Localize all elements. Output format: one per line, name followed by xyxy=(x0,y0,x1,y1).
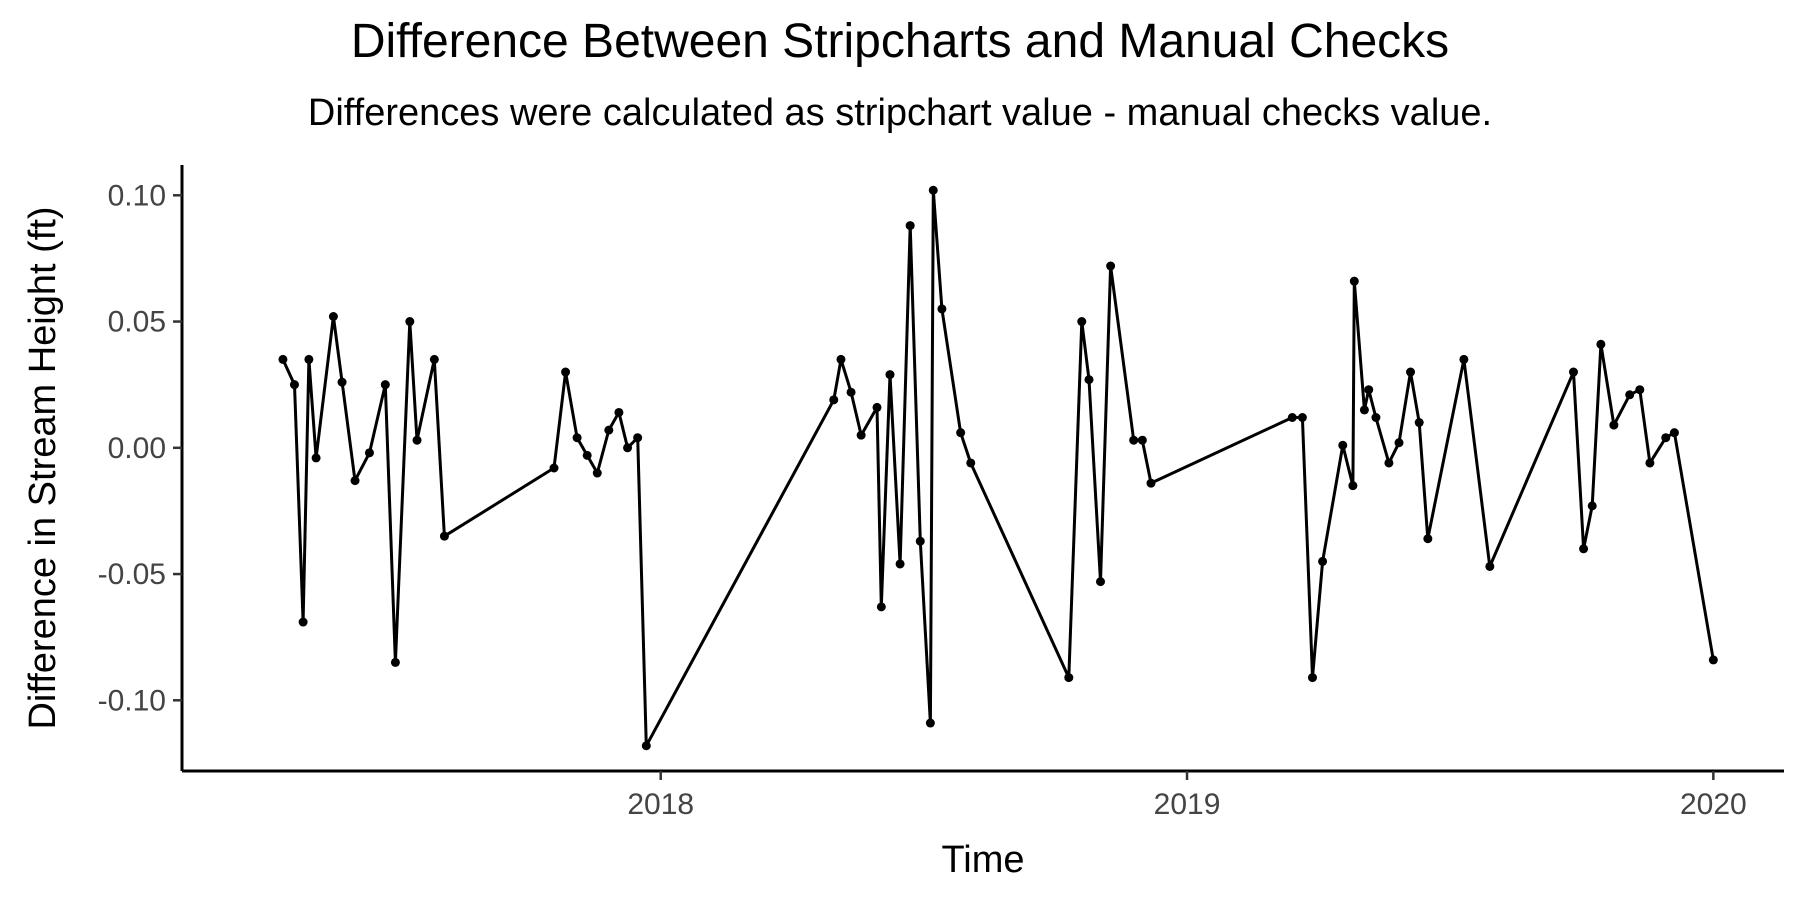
data-point xyxy=(1129,435,1139,445)
data-point xyxy=(1394,438,1404,448)
x-tick-label: 2020 xyxy=(1680,788,1747,821)
data-point xyxy=(1423,534,1433,544)
data-point xyxy=(937,304,947,314)
data-point xyxy=(1084,375,1094,385)
data-point xyxy=(278,354,288,364)
data-point xyxy=(829,395,839,405)
data-point xyxy=(1077,317,1087,327)
data-point xyxy=(439,531,449,541)
data-point xyxy=(905,221,915,231)
data-point xyxy=(298,617,308,627)
data-point xyxy=(572,433,582,443)
data-point xyxy=(1318,556,1328,566)
data-point xyxy=(614,407,624,417)
data-point xyxy=(1596,339,1606,349)
data-point xyxy=(380,380,390,390)
data-point xyxy=(885,370,895,380)
data-point xyxy=(1064,673,1074,683)
y-tick-label: 0.00 xyxy=(108,432,166,465)
data-point xyxy=(405,317,415,327)
data-point xyxy=(872,402,882,412)
data-point xyxy=(1371,413,1381,422)
data-point xyxy=(429,354,439,364)
data-point xyxy=(350,476,360,486)
data-point xyxy=(1568,367,1578,377)
data-point xyxy=(1609,420,1619,430)
y-tick-label: -0.10 xyxy=(98,684,166,717)
data-point xyxy=(1384,458,1394,468)
data-point xyxy=(1349,276,1359,286)
data-point xyxy=(1348,481,1358,491)
data-point xyxy=(304,354,314,364)
data-point xyxy=(582,450,592,460)
y-tick-label: 0.10 xyxy=(108,179,166,212)
x-axis: 2018 2019 2020 xyxy=(627,771,1747,821)
data-point xyxy=(1359,405,1369,415)
data-point xyxy=(1414,418,1424,428)
data-point xyxy=(876,602,886,612)
data-point xyxy=(1645,458,1655,468)
chart-subtitle: Differences were calculated as stripchar… xyxy=(307,92,1493,134)
data-point xyxy=(925,718,935,728)
data-point xyxy=(1459,354,1469,364)
data-point xyxy=(1137,435,1147,445)
y-tick-label: -0.05 xyxy=(98,558,166,591)
series-line xyxy=(281,188,1715,748)
data-point xyxy=(641,741,651,751)
data-point xyxy=(1635,385,1645,395)
data-point xyxy=(1338,440,1348,450)
data-point xyxy=(1587,501,1597,511)
data-point xyxy=(1146,478,1156,488)
data-point xyxy=(956,428,966,438)
data-point xyxy=(966,458,976,468)
y-axis: -0.10 -0.05 0.00 0.05 0.10 xyxy=(98,179,182,717)
x-axis-title: Time xyxy=(941,839,1024,881)
data-point xyxy=(895,559,905,569)
data-point xyxy=(836,354,846,364)
chart-title: Difference Between Stripcharts and Manua… xyxy=(350,15,1450,68)
data-point xyxy=(337,377,347,387)
data-point xyxy=(1287,413,1297,422)
data-point xyxy=(390,657,400,667)
data-point xyxy=(1297,413,1307,422)
x-tick-label: 2018 xyxy=(627,788,694,821)
data-point xyxy=(633,433,643,443)
data-point xyxy=(1661,433,1671,443)
data-point xyxy=(856,430,866,440)
data-point xyxy=(1669,428,1679,438)
data-point xyxy=(846,387,856,397)
data-point xyxy=(289,380,299,390)
x-tick-label: 2019 xyxy=(1154,788,1221,821)
data-point xyxy=(561,367,571,377)
data-point xyxy=(1485,561,1495,571)
data-point xyxy=(1364,385,1374,395)
data-point xyxy=(311,453,321,463)
data-point xyxy=(1579,544,1589,554)
data-point xyxy=(592,468,602,478)
y-tick-label: 0.05 xyxy=(108,306,166,339)
data-point xyxy=(1406,367,1416,377)
data-point xyxy=(1307,673,1317,683)
data-point xyxy=(1708,655,1718,665)
data-point xyxy=(549,463,559,473)
data-point xyxy=(364,448,374,458)
plot-area xyxy=(278,185,1718,751)
data-point xyxy=(1625,390,1635,400)
data-point xyxy=(623,443,633,453)
data-point xyxy=(604,425,614,435)
data-point xyxy=(1106,261,1116,271)
data-point xyxy=(928,185,938,195)
data-point xyxy=(328,312,338,321)
data-point xyxy=(915,536,925,546)
data-point xyxy=(1096,577,1106,587)
data-point xyxy=(412,435,422,445)
y-axis-title: Difference in Stream Height (ft) xyxy=(22,206,64,729)
